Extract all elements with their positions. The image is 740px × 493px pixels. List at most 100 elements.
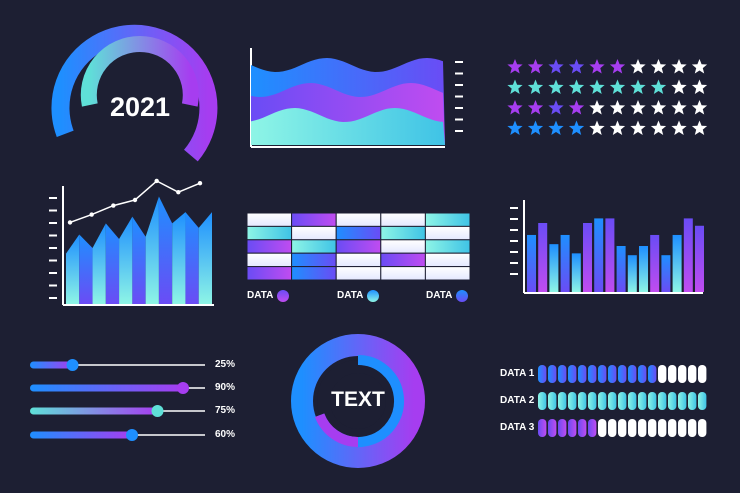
gauge-year-label: 2021 (109, 92, 171, 122)
donut-inner-arc-purple (314, 413, 359, 447)
slider-thumb[interactable] (177, 382, 189, 394)
peak-area-segment (172, 212, 186, 304)
year-gauge (51, 24, 218, 162)
progress-segment-empty (678, 419, 687, 437)
progress-bars (538, 365, 707, 437)
table-cell (335, 252, 382, 268)
progress-segment-empty (638, 419, 647, 437)
progress-segment-filled (568, 392, 577, 410)
star-filled (548, 100, 564, 115)
slider-value-label: 90% (215, 382, 236, 393)
bar (594, 218, 604, 292)
progress-segment-filled (628, 365, 637, 383)
star-filled (548, 120, 564, 135)
bar (695, 225, 704, 292)
star-empty (691, 59, 708, 74)
bar (605, 218, 615, 292)
progress-label: DATA 2 (500, 395, 535, 406)
progress-segment-filled (638, 392, 647, 410)
trend-point (197, 181, 203, 186)
progress-segment-filled (568, 419, 577, 437)
star-filled (568, 100, 585, 115)
table-cell (291, 225, 337, 241)
slider-fill (30, 431, 132, 439)
bar (549, 244, 559, 292)
star-empty (630, 100, 646, 115)
trend-point (154, 178, 159, 184)
progress-segment-filled (608, 392, 617, 410)
peak-area-segment (185, 212, 199, 304)
legend-label: DATA (426, 290, 453, 301)
progress-segment-filled (558, 365, 567, 383)
data-table-grid (246, 212, 471, 302)
slider-value-label: 60% (215, 429, 236, 440)
peak-area-segment (119, 216, 133, 304)
wave-layer-teal (251, 108, 445, 145)
progress-segment-empty (688, 419, 697, 437)
table-cell (335, 239, 382, 254)
star-empty (589, 100, 605, 115)
peak-area-segment (158, 196, 173, 304)
bar (583, 223, 592, 292)
table-cell (335, 266, 382, 281)
bar (683, 218, 693, 292)
progress-segment-filled (548, 419, 557, 437)
table-cell (424, 239, 471, 254)
progress-segment-filled (538, 392, 547, 410)
table-cell (380, 266, 426, 281)
progress-segment-filled (558, 419, 567, 437)
trend-point (176, 189, 181, 195)
progress-segment-empty (688, 365, 697, 383)
star-filled (507, 120, 523, 135)
star-filled (568, 79, 585, 94)
legend-dot-blue (456, 290, 468, 302)
legend-label: DATA (247, 290, 274, 301)
bar (672, 234, 682, 292)
donut-core (330, 373, 386, 429)
progress-segment-empty (698, 419, 707, 437)
star-filled (609, 79, 626, 94)
slider-group (30, 359, 205, 441)
progress-segment-filled (588, 365, 597, 383)
legend-dot-teal (367, 290, 379, 302)
star-empty (589, 120, 605, 135)
star-empty (691, 120, 708, 135)
table-cell (424, 266, 471, 281)
star-filled (650, 79, 667, 94)
progress-segment-empty (668, 419, 677, 437)
trend-point (111, 203, 116, 208)
star-empty (671, 120, 687, 135)
table-cell (291, 252, 337, 268)
progress-segment-filled (538, 365, 547, 383)
trend-point (67, 220, 73, 225)
progress-segment-filled (598, 365, 607, 383)
peak-area-segment (79, 234, 93, 304)
peak-area-segment (132, 216, 146, 304)
star-filled (609, 59, 626, 74)
bar (661, 255, 671, 292)
peak-area-segment (105, 223, 120, 304)
table-cell (291, 212, 337, 227)
bar (538, 223, 548, 292)
slider-thumb[interactable] (66, 359, 79, 371)
table-cell (380, 225, 426, 241)
progress-segment-filled (578, 365, 587, 383)
table-cell (380, 239, 426, 254)
text-donut (291, 334, 425, 468)
table-cell (335, 225, 382, 241)
table-cell (246, 252, 293, 268)
star-filled (589, 59, 605, 74)
star-empty (650, 120, 667, 135)
bar (650, 234, 660, 292)
slider-thumb[interactable] (151, 405, 164, 417)
progress-segment-empty (678, 365, 687, 383)
star-filled (507, 79, 523, 94)
bar (560, 234, 570, 292)
progress-segment-filled (598, 392, 607, 410)
slider-thumb[interactable] (126, 429, 138, 441)
star-empty (650, 100, 667, 115)
star-filled (548, 59, 564, 74)
progress-segment-filled (678, 392, 687, 410)
slider-fill (30, 407, 158, 415)
progress-segment-filled (688, 392, 697, 410)
